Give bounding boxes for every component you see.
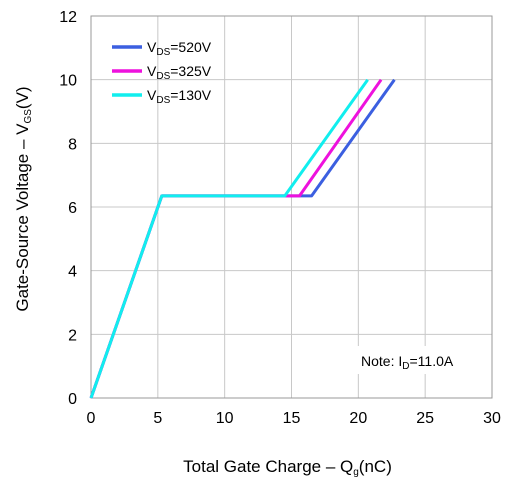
y-axis-title-tail: (V) [13,86,32,109]
note-main: Note: I [361,353,402,369]
series-lines [89,78,396,399]
x-tick-label: 0 [87,410,96,427]
y-tick-label: 12 [59,9,77,26]
y-tick-label: 8 [68,136,77,153]
legend-label-3: VDS=130V [147,87,212,106]
legend-label-subscript: DS [156,47,170,58]
legend-label-main: V [147,39,157,55]
legend-label-tail: =325V [170,63,212,79]
legend-label-subscript: DS [156,95,170,106]
legend-label-1: VDS=520V [147,39,212,58]
x-tick-label: 20 [349,410,367,427]
x-tick-label: 10 [216,410,234,427]
legend-label-tail: =520V [170,39,212,55]
y-tick-label: 0 [68,391,77,408]
y-tick-label: 10 [59,73,77,90]
series-line-3 [89,78,369,399]
legend-label-subscript: DS [156,71,170,82]
axis-ticks: 0 5 10 15 20 25 30 0 2 4 6 8 10 12 [59,9,501,427]
y-tick-label: 6 [68,200,77,217]
y-tick-label: 4 [68,264,77,281]
y-axis-title: Gate-Source Voltage – VGS(V) [13,86,34,311]
note-annotation: Note: ID=11.0A [350,346,480,374]
legend-label-tail: =130V [170,87,212,103]
x-axis-title-tail: (nC) [359,457,392,476]
plot-area-frame [90,15,493,399]
legend-label-main: V [147,87,157,103]
y-axis-title-subscript: GS [23,109,34,124]
x-tick-label: 15 [283,410,301,427]
x-tick-label: 25 [416,410,434,427]
x-tick-label: 5 [153,410,162,427]
note-tail: =11.0A [409,353,453,369]
note-text: Note: ID=11.0A [361,353,454,372]
x-tick-label: 30 [483,410,501,427]
x-axis-title-subscript: g [353,467,359,478]
y-tick-label: 2 [68,327,77,344]
x-axis-title: Total Gate Charge – Qg(nC) [183,457,392,478]
note-background [350,346,480,374]
legend-label-main: V [147,63,157,79]
x-axis-title-main: Total Gate Charge – Q [183,457,353,476]
note-subscript: D [402,361,409,372]
legend-label-2: VDS=325V [147,63,212,82]
y-axis-title-main: Gate-Source Voltage – V [13,123,32,312]
